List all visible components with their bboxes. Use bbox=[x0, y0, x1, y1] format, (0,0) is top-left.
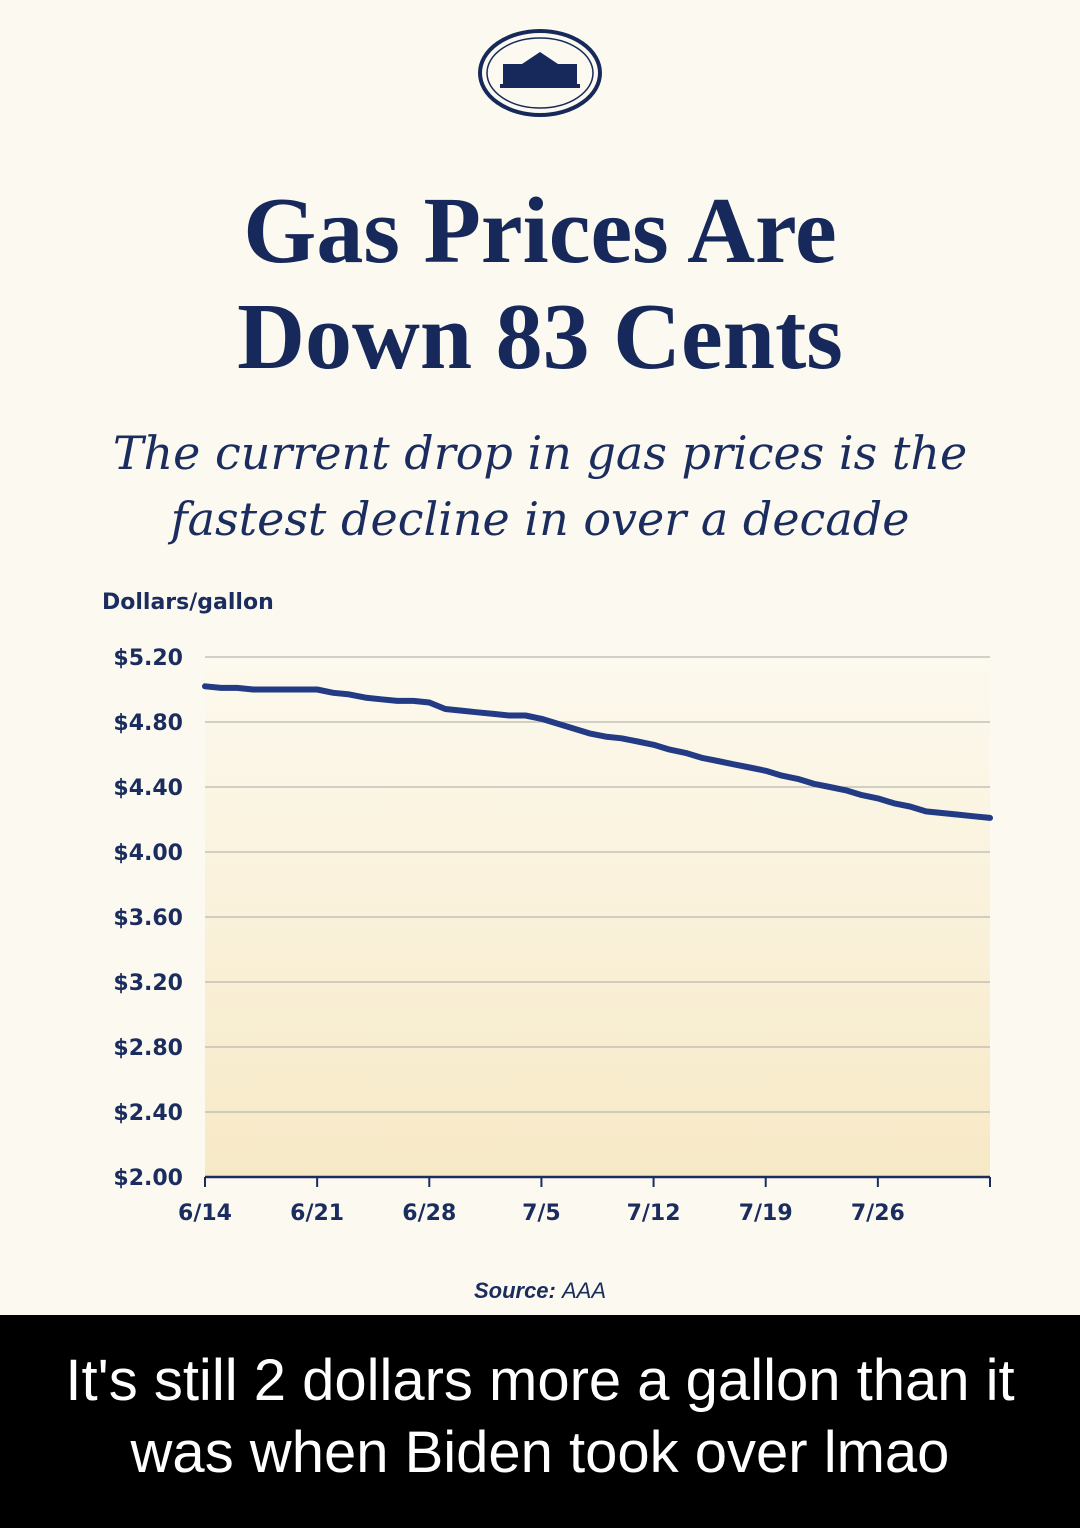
x-tick-label: 7/19 bbox=[739, 1201, 793, 1226]
x-tick-label: 7/12 bbox=[627, 1201, 681, 1226]
x-tick-label: 6/21 bbox=[290, 1201, 344, 1226]
source: Source: AAA bbox=[474, 1278, 606, 1303]
y-tick-label: $2.40 bbox=[113, 1101, 183, 1126]
source-name: AAA bbox=[560, 1278, 606, 1303]
title: Gas Prices Are Down 83 Cents bbox=[237, 179, 843, 389]
y-tick-label: $4.80 bbox=[113, 711, 183, 736]
y-tick-label: $2.00 bbox=[113, 1166, 183, 1191]
y-tick-label: $3.60 bbox=[113, 906, 183, 931]
x-tick-label: 6/28 bbox=[402, 1201, 456, 1226]
line bbox=[202, 683, 993, 821]
x-tick-label: 6/14 bbox=[178, 1201, 232, 1226]
logo bbox=[478, 29, 602, 117]
y-tick-label: $3.20 bbox=[113, 971, 183, 996]
y-tick-label: $4.00 bbox=[113, 841, 183, 866]
x-tick-label: 7/26 bbox=[851, 1201, 905, 1226]
y-tick-label: $4.40 bbox=[113, 776, 183, 801]
chart: Dollars/gallon Source: AAA $2.00 $2.40 $2.… bbox=[102, 29, 993, 1303]
y-tick-label: $5.20 bbox=[113, 646, 183, 671]
y-axis-label: Dollars/gallon bbox=[102, 590, 274, 615]
source-label: Source: bbox=[474, 1278, 556, 1303]
caption: It's still 2 dollars more a gallon than … bbox=[0, 1315, 1080, 1528]
x-tick-label: 7/5 bbox=[522, 1201, 561, 1226]
subtitle: The current drop in gas prices is the fa… bbox=[112, 426, 968, 546]
y-tick-label: $2.80 bbox=[113, 1036, 183, 1061]
